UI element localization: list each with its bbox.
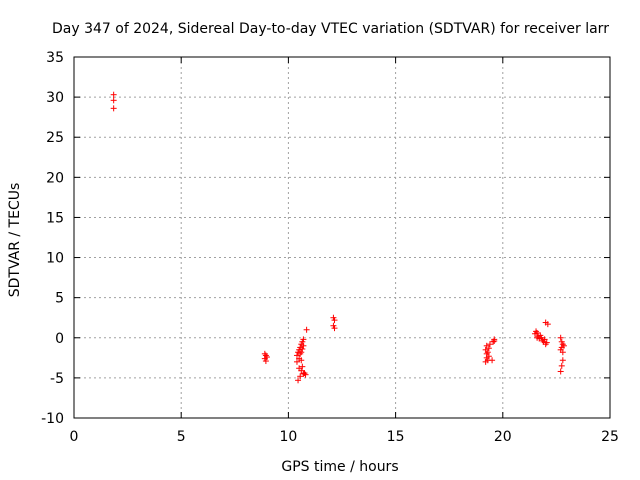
data-point [293, 352, 300, 359]
data-point [331, 317, 338, 324]
data-point [298, 367, 305, 374]
data-point [298, 357, 305, 364]
data-point [263, 354, 270, 361]
y-tick-label: 15 [46, 210, 64, 226]
data-point [110, 91, 117, 98]
y-tick-label: -10 [41, 411, 64, 427]
data-point [544, 321, 551, 328]
x-tick-label: 25 [601, 429, 619, 445]
plot-frame [73, 56, 611, 419]
y-tick-label: 30 [46, 90, 64, 106]
data-point [300, 342, 307, 349]
data-point [543, 339, 550, 346]
data-point [560, 342, 567, 349]
data-point [302, 371, 309, 378]
data-point [484, 349, 491, 356]
data-point [534, 329, 541, 336]
y-tick-label: 35 [46, 50, 64, 66]
data-point [298, 349, 305, 356]
data-point [489, 357, 496, 364]
data-point [293, 358, 300, 365]
y-tick-label: 10 [46, 251, 64, 267]
data-point [297, 373, 304, 380]
data-point [299, 363, 306, 370]
data-points [110, 91, 567, 384]
data-point [303, 326, 310, 333]
data-point [541, 336, 548, 343]
grid [74, 57, 610, 418]
y-tick-label: 25 [46, 130, 64, 146]
data-point [491, 337, 498, 344]
data-point [299, 346, 306, 353]
x-tick-label: 15 [387, 429, 405, 445]
data-point [559, 349, 566, 356]
data-point [110, 105, 117, 112]
chart-title: Day 347 of 2024, Sidereal Day-to-day VTE… [52, 21, 609, 37]
y-tick-label: 20 [46, 170, 64, 186]
data-point [110, 97, 117, 104]
x-tick-label: 0 [70, 429, 79, 445]
data-point [559, 357, 566, 364]
data-point [485, 345, 492, 352]
y-tick-label: 0 [55, 331, 64, 347]
data-point [486, 341, 493, 348]
axis-ticks: 0 5 10 15 20 25 -10 -5 0 5 10 15 20 25 30 35 [41, 50, 619, 445]
data-point [300, 336, 307, 343]
data-point [262, 358, 269, 365]
y-tick-label: -5 [50, 371, 64, 387]
data-point [557, 368, 564, 375]
data-point [485, 353, 492, 360]
data-point [295, 377, 302, 384]
x-axis-label: GPS time / hours [281, 459, 398, 475]
x-tick-label: 20 [494, 429, 512, 445]
x-tick-label: 10 [279, 429, 297, 445]
data-point [557, 334, 564, 341]
y-tick-label: 5 [55, 291, 64, 307]
x-tick-label: 5 [177, 429, 186, 445]
data-point [331, 325, 338, 332]
y-axis-label: SDTVAR / TECUs [7, 183, 23, 298]
data-point [558, 362, 565, 369]
